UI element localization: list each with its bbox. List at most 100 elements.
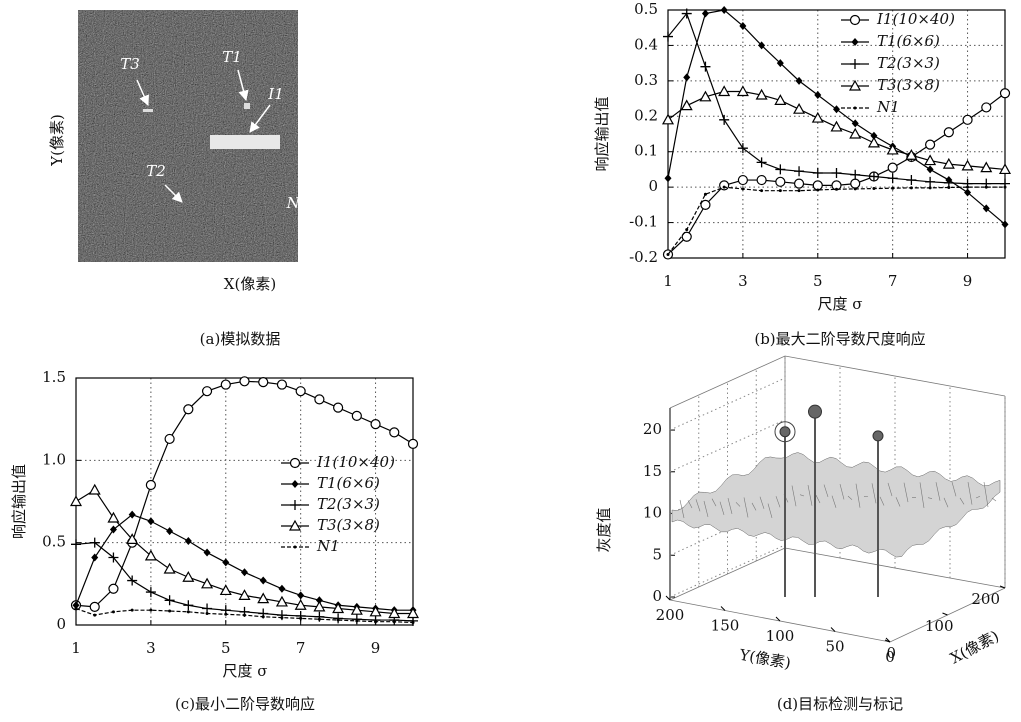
x-tick-label: 0 [886, 644, 896, 662]
legend-marker [854, 107, 857, 110]
marker [1001, 89, 1010, 98]
marker [71, 497, 81, 506]
marker [184, 405, 193, 414]
legend-label: N1 [316, 537, 340, 555]
marker [852, 119, 859, 127]
marker [794, 104, 804, 113]
marker [927, 165, 934, 173]
marker [757, 157, 767, 167]
marker [183, 572, 193, 581]
marker [206, 612, 209, 615]
marker [240, 377, 249, 386]
y-tick-label: 0.4 [634, 35, 658, 53]
marker [299, 617, 302, 620]
marker [352, 614, 362, 624]
z-tick-label: 15 [643, 462, 662, 480]
marker [888, 173, 898, 183]
marker [333, 613, 343, 623]
caption: (d)目标检测与标记 [777, 695, 903, 713]
marker [850, 170, 860, 180]
marker [260, 577, 267, 585]
legend-marker [292, 480, 299, 488]
x-tick-label: 9 [371, 639, 381, 657]
target-label: N1 [286, 194, 310, 212]
marker [337, 619, 340, 622]
marker [966, 186, 969, 189]
surface-texture [992, 498, 996, 501]
x-tick-label: 7 [296, 639, 306, 657]
marker [702, 10, 709, 18]
marker [944, 128, 953, 137]
marker [108, 513, 118, 522]
panel-2: 1357900.51.01.5尺度 σ响应输出值(c)最小二阶导数响应I1(10… [10, 368, 418, 713]
marker [665, 174, 672, 182]
marker [112, 610, 115, 613]
marker [262, 615, 265, 618]
target-dot [244, 103, 250, 109]
legend-label: T3(3×8) [317, 516, 380, 534]
marker [165, 434, 174, 443]
marker [165, 595, 175, 605]
marker [185, 537, 192, 545]
caption: (a)模拟数据 [200, 330, 281, 348]
marker [813, 113, 823, 122]
z-tick-label: 10 [643, 504, 662, 522]
marker [667, 253, 670, 256]
marker [947, 186, 950, 189]
peak-marker [809, 405, 822, 418]
marker [146, 587, 156, 597]
x-axis-label: 尺度 σ [817, 295, 862, 313]
marker [75, 607, 78, 610]
x-axis-label: X(像素) [947, 627, 1002, 667]
marker [224, 613, 227, 616]
target-dot [143, 109, 153, 112]
target-label: T3 [120, 55, 140, 73]
legend-marker [851, 16, 860, 25]
marker [109, 584, 118, 593]
x-tick [943, 613, 948, 615]
marker [202, 579, 212, 588]
marker [816, 188, 819, 191]
z-axis-label: 灰度值 [595, 507, 613, 552]
marker [203, 387, 212, 396]
marker [723, 186, 726, 189]
legend-marker [290, 500, 300, 510]
marker [131, 609, 134, 612]
x-tick-label: 3 [738, 272, 748, 290]
marker [851, 179, 860, 188]
marker [850, 129, 860, 138]
y-tick-label: -0.1 [629, 213, 658, 231]
plot-frame [668, 10, 1005, 258]
marker [982, 103, 991, 112]
peak-marker [873, 431, 883, 441]
peak-marker [780, 427, 790, 437]
marker [925, 177, 935, 187]
marker [412, 621, 415, 624]
y-tick [666, 596, 670, 600]
figure: T3 T1 I1 T2 N1 X(像素) Y(像素) (a)模拟数据 13579… [0, 0, 1021, 722]
series-line [668, 187, 1005, 254]
target-label: T1 [222, 48, 242, 66]
caption: (c)最小二阶导数响应 [175, 695, 315, 713]
marker [390, 428, 399, 437]
marker [241, 568, 248, 576]
target-label: T2 [146, 162, 166, 180]
marker [149, 609, 152, 612]
y-tick-label: 0.5 [634, 0, 658, 18]
marker [776, 177, 785, 186]
caption: (b)最大二阶导数尺度响应 [754, 330, 925, 348]
y-axis-label: 响应输出值 [10, 464, 28, 539]
marker [738, 176, 747, 185]
marker [374, 620, 377, 623]
marker [854, 187, 857, 190]
marker [222, 558, 229, 566]
marker [221, 380, 230, 389]
marker [700, 62, 710, 72]
marker [187, 610, 190, 613]
marker [71, 539, 81, 549]
legend-label: T2(3×3) [317, 495, 380, 513]
marker [93, 614, 96, 617]
series-line [668, 10, 1005, 224]
marker [682, 101, 692, 110]
